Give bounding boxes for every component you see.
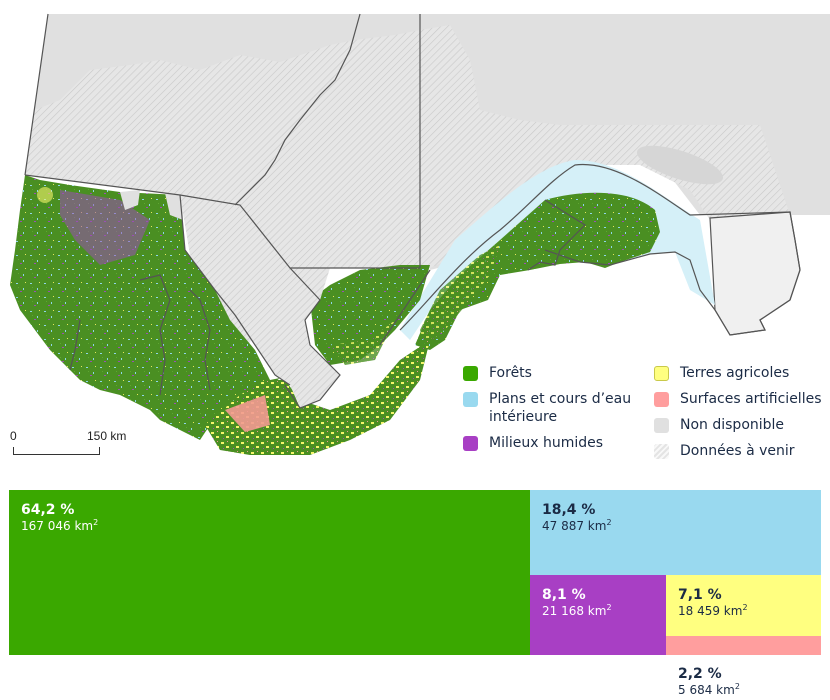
scale-bar-line	[13, 447, 100, 455]
treemap-tile-artificial	[666, 636, 821, 655]
artificial-swatch-icon	[654, 392, 669, 407]
tile-percent: 8,1 %	[542, 587, 586, 603]
tile-area: 167 046 km2	[21, 518, 99, 534]
region-future-data-west	[25, 30, 420, 360]
tile-area: 18 459 km2	[678, 603, 748, 619]
legend-item-unavailable: Non disponible	[653, 416, 830, 434]
legend-label: Terres agricoles	[680, 365, 790, 381]
land-cover-treemap: 64,2 % 167 046 km2 18,4 % 47 887 km2 8,1…	[9, 490, 821, 700]
treemap-tile-forests: 64,2 % 167 046 km2	[9, 490, 530, 655]
legend-item-water: Plans et cours d’eau intérieure	[462, 390, 662, 426]
legend-label: Milieux humides	[489, 435, 604, 451]
legend-item-future-data: Données à venir	[653, 442, 830, 460]
scale-start-label: 0	[10, 429, 17, 443]
legend-item-wetlands: Milieux humides	[462, 434, 603, 452]
legend-label: Surfaces artificielles	[680, 391, 822, 407]
tile-percent: 64,2 %	[21, 502, 75, 518]
scale-bar: 0 150 km	[10, 429, 150, 461]
legend-item-agricultural: Terres agricoles	[653, 364, 830, 382]
hatched-swatch-icon	[654, 444, 669, 459]
map-legend: Forêts Plans et cours d’eau intérieure M…	[462, 364, 830, 464]
land-cover-map	[10, 13, 830, 455]
tile-area: 47 887 km2	[542, 518, 612, 534]
legend-label: Données à venir	[680, 443, 795, 459]
legend-label: Plans et cours d’eau intérieure	[489, 391, 632, 425]
gaspesie-forest	[415, 192, 660, 350]
tile-percent: 18,4 %	[542, 502, 596, 518]
legend-item-forests: Forêts	[462, 364, 532, 382]
legend-label: Non disponible	[680, 417, 785, 433]
tile-percent: 7,1 %	[678, 587, 722, 603]
treemap-tile-wetlands: 8,1 % 21 168 km2	[530, 575, 666, 655]
quebec-city-forest	[310, 265, 430, 365]
unavailable-swatch-icon	[654, 418, 669, 433]
tile-area: 21 168 km2	[542, 603, 612, 619]
legend-item-artificial: Surfaces artificielles	[653, 390, 830, 408]
treemap-tile-water: 18,4 % 47 887 km2	[530, 490, 821, 575]
legend-label: Forêts	[489, 365, 532, 381]
treemap-tile-agricultural: 7,1 % 18 459 km2	[666, 575, 821, 636]
forest-swatch-icon	[463, 366, 478, 381]
agricultural-swatch-icon	[654, 366, 669, 381]
water-swatch-icon	[463, 392, 478, 407]
treemap-label-artificial: 2,2 % 5 684 km2	[678, 666, 740, 698]
map-canvas	[10, 13, 830, 455]
scale-end-label: 150 km	[87, 429, 127, 443]
tile-percent: 2,2 %	[678, 666, 722, 682]
central-unavailable	[180, 195, 340, 408]
wetland-swatch-icon	[463, 436, 478, 451]
region-boundaries	[24, 13, 801, 409]
tile-area: 5 684 km2	[678, 682, 740, 698]
